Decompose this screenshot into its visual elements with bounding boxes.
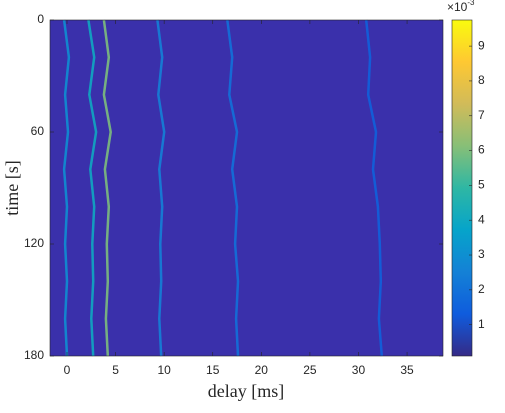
colorbar-tick-label: 3 (478, 247, 485, 261)
y-axis-label: time [s] (2, 160, 22, 216)
x-tick-label: 10 (157, 363, 171, 377)
colorbar-tick-label: 2 (478, 282, 485, 296)
ridge (62, 19, 71, 357)
x-tick-label: 5 (112, 363, 119, 377)
ridge (364, 19, 384, 357)
scale-exponent: -3 (467, 0, 475, 7)
ridge (87, 19, 98, 357)
colorbar-tick-label: 8 (478, 73, 485, 87)
y-tick-label: 180 (24, 348, 44, 362)
x-tick-label: 0 (64, 363, 71, 377)
plot-area (50, 20, 443, 356)
colorbar-tick-label: 5 (478, 178, 485, 192)
x-tick-label: 20 (255, 363, 269, 377)
colorbar-tick-label: 1 (478, 317, 485, 331)
x-tick-label: 25 (303, 363, 317, 377)
colorbar-tick-label: 4 (478, 212, 485, 226)
ridge (102, 19, 112, 357)
x-tick-label: 35 (400, 363, 414, 377)
colorbar-tick-label: 9 (478, 38, 485, 52)
x-tick-label: 15 (206, 363, 220, 377)
y-tick-label: 120 (24, 236, 44, 250)
x-axis-label: delay [ms] (208, 381, 284, 401)
colorbar-scale: ×10-3 (447, 0, 475, 14)
x-tick-label: 30 (352, 363, 366, 377)
y-tick-label: 0 (37, 12, 44, 26)
colorbar-tick-label: 6 (478, 143, 485, 157)
colorbar-tick-label: 7 (478, 108, 485, 122)
ridge (156, 19, 166, 357)
scale-base: ×10 (447, 0, 468, 14)
y-tick-label: 60 (31, 124, 45, 138)
colorbar (451, 19, 473, 357)
ridge (226, 19, 240, 357)
axes-box (49, 19, 444, 357)
